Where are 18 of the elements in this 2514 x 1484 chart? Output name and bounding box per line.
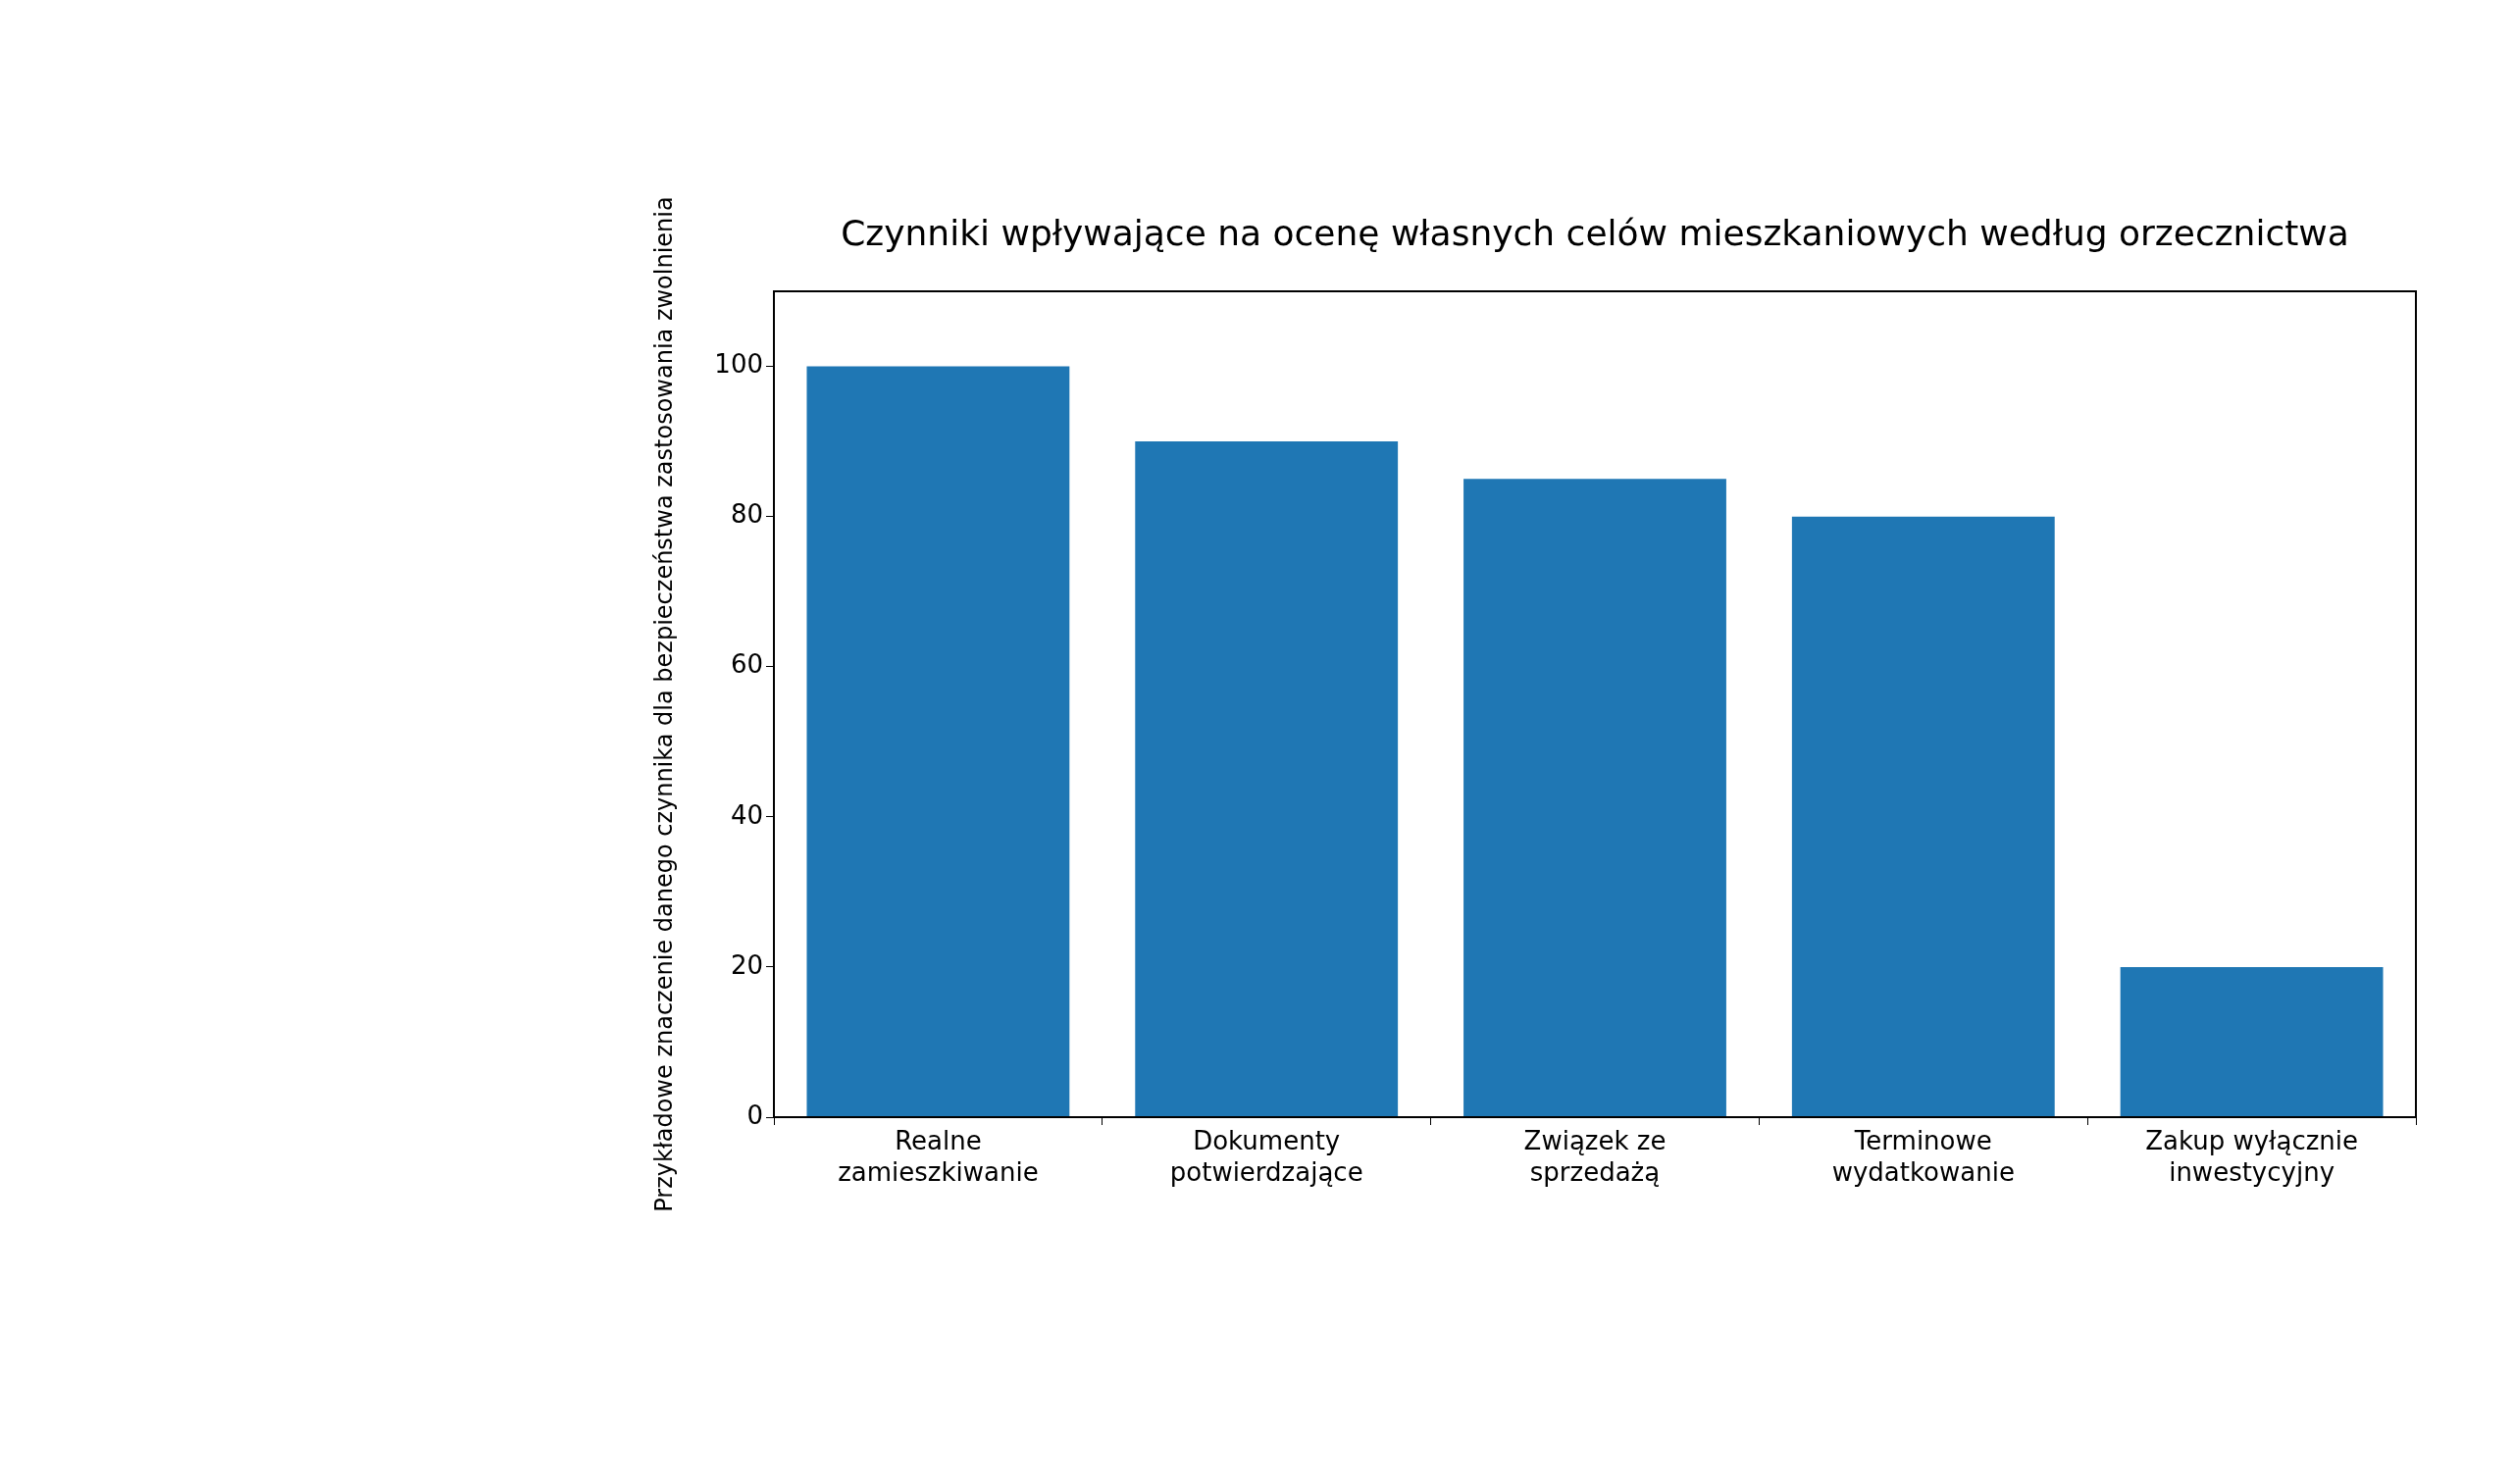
x-tick-label: Dokumenty potwierdzające xyxy=(1169,1126,1363,1187)
bar xyxy=(2120,966,2384,1117)
y-tick-label: 20 xyxy=(730,949,763,980)
bar xyxy=(1135,441,1399,1117)
x-tick-label: Związek ze sprzedażą xyxy=(1523,1126,1667,1187)
x-tick-label: Zakup wyłącznie inwestycyjny xyxy=(2145,1126,2359,1187)
bar xyxy=(1791,516,2055,1117)
y-tick-label: 80 xyxy=(730,499,763,530)
x-tick-label: Realne zamieszkiwanie xyxy=(838,1126,1039,1187)
y-tick-label: 60 xyxy=(730,649,763,680)
chart-title: Czynniki wpływające na ocenę własnych celów mieszkaniowych według orzecznictwa xyxy=(841,213,2349,254)
bar xyxy=(1463,479,1726,1117)
y-axis-title: Przykładowe znaczenie danego czynnika dla bezpieczeństwa zastosowania zwolnienia xyxy=(650,196,679,1212)
y-tick-label: 0 xyxy=(746,1100,763,1130)
bar xyxy=(806,366,1070,1117)
y-tick-label: 100 xyxy=(714,349,763,380)
x-tick-label: Terminowe wydatkowanie xyxy=(1831,1126,2015,1187)
y-tick-label: 40 xyxy=(730,799,763,830)
